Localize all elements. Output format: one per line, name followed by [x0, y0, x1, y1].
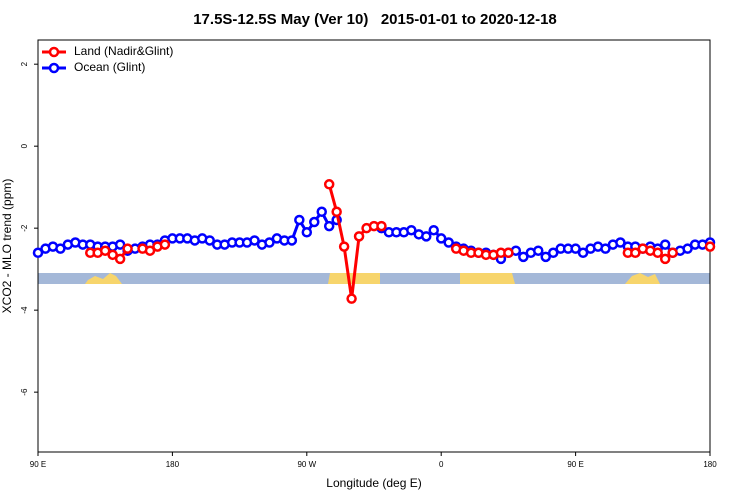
- x-tick-label: 180: [703, 460, 717, 469]
- point: [159, 239, 171, 250]
- y-tick-label: 2: [20, 61, 29, 66]
- y-tick-label: -4: [20, 306, 29, 314]
- y-tick-label: -6: [20, 388, 29, 396]
- land-blob: [460, 273, 515, 284]
- point: [503, 247, 514, 259]
- point: [577, 247, 589, 259]
- point: [518, 251, 529, 263]
- point: [122, 243, 133, 254]
- point: [406, 224, 417, 236]
- point: [32, 247, 44, 259]
- point: [682, 243, 693, 254]
- point: [428, 224, 439, 236]
- x-tick-label: 90 E: [30, 460, 46, 469]
- point: [346, 293, 357, 304]
- point: [533, 245, 544, 256]
- point: [376, 220, 387, 232]
- land-blob: [625, 273, 660, 284]
- point: [323, 220, 335, 232]
- point: [264, 237, 275, 248]
- legend-label: Land (Nadir&Glint): [74, 44, 173, 58]
- point: [540, 251, 551, 263]
- point: [547, 247, 559, 259]
- legend-label: Ocean (Glint): [74, 60, 145, 74]
- y-axis-label: XCO2 - MLO trend (ppm): [0, 179, 14, 314]
- x-tick-label: 180: [166, 460, 180, 469]
- point: [323, 179, 335, 190]
- point: [338, 241, 350, 252]
- point: [55, 243, 66, 254]
- legend: Land (Nadir&Glint) Ocean (Glint): [42, 44, 173, 74]
- x-tick-label: 0: [439, 460, 444, 469]
- point: [353, 231, 365, 242]
- point: [570, 243, 581, 254]
- point: [331, 206, 342, 218]
- point: [659, 239, 671, 250]
- point: [443, 237, 454, 248]
- point: [144, 245, 156, 256]
- point: [615, 237, 626, 248]
- point: [99, 245, 111, 256]
- point: [704, 241, 716, 252]
- x-tick-label: 90 E: [567, 460, 583, 469]
- point: [294, 214, 305, 226]
- x-tick-label: 90 W: [297, 460, 316, 469]
- point: [600, 243, 611, 254]
- point: [309, 216, 320, 228]
- legend-marker: [48, 46, 60, 58]
- point: [107, 249, 118, 261]
- point: [659, 253, 671, 265]
- point: [421, 231, 432, 242]
- point: [301, 227, 313, 238]
- point: [630, 247, 641, 259]
- land-blob: [85, 273, 122, 284]
- point: [316, 206, 327, 218]
- topography-strip: [38, 273, 710, 284]
- point: [204, 235, 215, 246]
- point: [114, 239, 126, 250]
- point: [667, 247, 678, 259]
- point: [435, 233, 447, 244]
- y-tick-label: -2: [20, 224, 29, 232]
- point: [286, 235, 298, 246]
- point: [114, 253, 126, 265]
- point: [249, 235, 260, 246]
- point: [652, 247, 663, 259]
- y-tick-label: 0: [20, 143, 29, 148]
- legend-marker: [48, 62, 60, 74]
- chart-title: 17.5S-12.5S May (Ver 10) 2015-01-01 to 2…: [193, 11, 557, 28]
- x-axis-label: Longitude (deg E): [326, 476, 421, 490]
